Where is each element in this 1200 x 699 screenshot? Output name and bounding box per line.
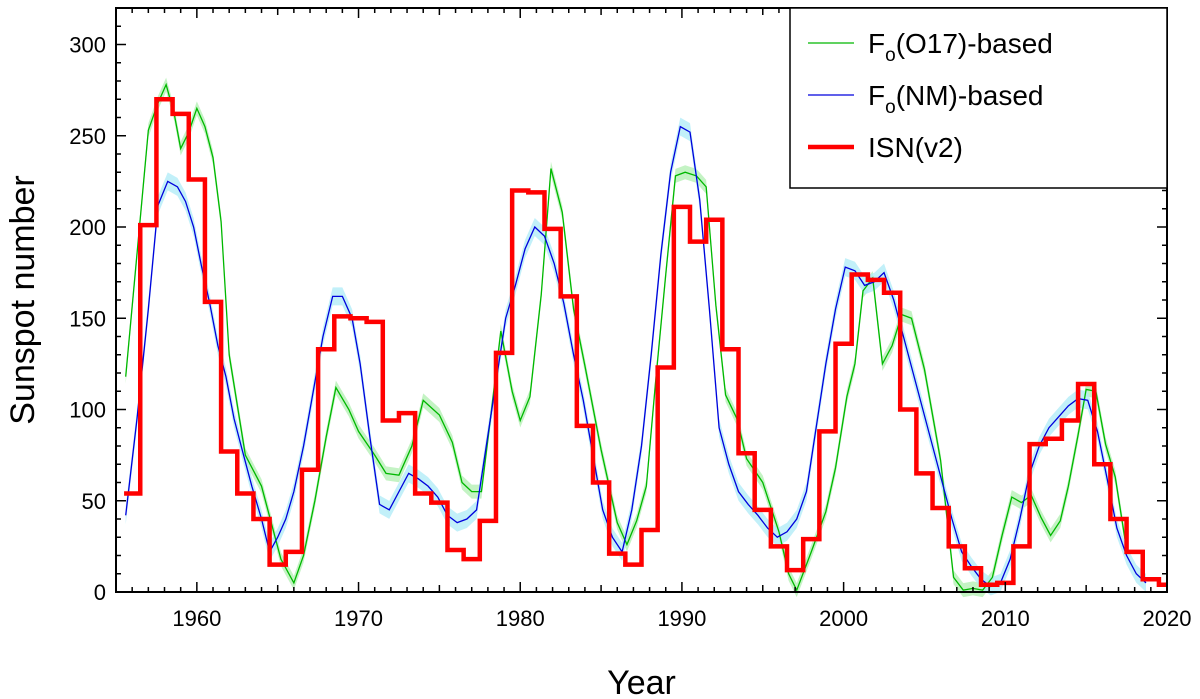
legend-box: [789, 7, 1168, 189]
x-axis-title: Year: [607, 664, 676, 699]
y-tick-label: 150: [69, 306, 106, 331]
y-tick-label: 250: [69, 124, 106, 149]
y-tick-label: 0: [94, 580, 106, 605]
legend-label-fonm: Fo(NM)-based: [868, 80, 1044, 118]
series-line-fo17: [125, 82, 1126, 592]
y-axis-title: Sunspot number: [4, 175, 42, 425]
y-tick-label: 100: [69, 398, 106, 423]
x-tick-label: 2010: [981, 606, 1030, 631]
series-lines: [124, 82, 1167, 592]
x-tick-label: 1960: [172, 606, 221, 631]
x-tick-label: 1990: [657, 606, 706, 631]
y-tick-label: 300: [69, 33, 106, 58]
x-tick-label: 2020: [1143, 606, 1192, 631]
legend: Fo(O17)-based Fo(NM)-based ISN(v2): [789, 7, 1168, 189]
legend-label-isn: ISN(v2): [868, 132, 963, 163]
x-tick-label: 2000: [819, 606, 868, 631]
legend-label-fo17: Fo(O17)-based: [868, 28, 1053, 66]
x-tick-label: 1970: [334, 606, 383, 631]
y-tick-label: 200: [69, 215, 106, 240]
y-tick-label: 50: [82, 489, 106, 514]
x-tick-label: 1980: [496, 606, 545, 631]
series-line-isn: [124, 97, 1167, 587]
